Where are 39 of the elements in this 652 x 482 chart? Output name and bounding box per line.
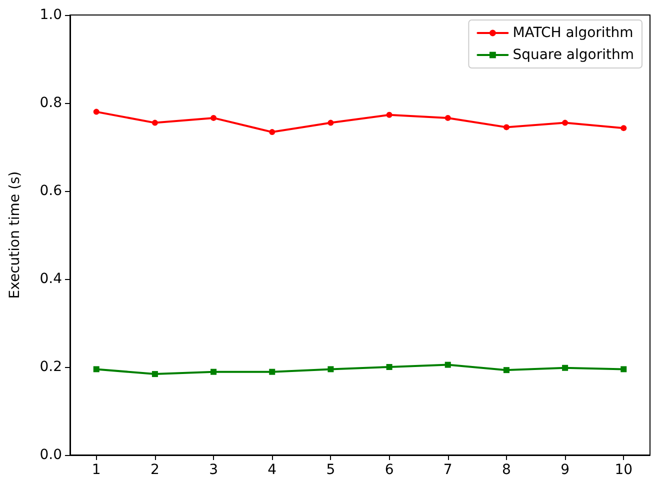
point [386,364,392,370]
point [620,366,627,372]
point [210,114,217,121]
x-tick-label: 1 [92,462,101,478]
point [152,120,158,126]
point [620,125,627,132]
point [269,368,276,375]
x-tick-label: 5 [326,462,336,478]
y-tick-label: 0.0 [40,447,62,463]
point [152,371,158,378]
x-tick-label: 2 [150,462,160,478]
y-tick-label: 0.2 [40,359,62,375]
point [328,120,334,126]
x-tick-label: 10 [614,462,633,478]
legend-label: MATCH algorithm [512,25,634,41]
point [503,124,510,130]
point [444,114,451,121]
legend-label: Square algorithm [512,47,634,63]
x-tick-label: 4 [268,462,277,478]
point [386,112,392,118]
x-tick-label: 6 [384,462,394,478]
x-tick-label: 9 [560,462,570,478]
x-tick-label: 8 [502,462,511,478]
x-tick-label: 3 [209,462,218,478]
y-tick-label: 1.0 [40,7,62,23]
point [269,129,276,136]
point [93,108,100,115]
y-tick-label: 0.6 [40,183,62,199]
y-axis-title: Execution time (s) [7,171,23,299]
point [444,362,451,368]
point [562,120,568,126]
point [210,368,217,375]
point [503,367,510,374]
point [93,366,100,372]
point [328,366,334,372]
point [562,364,568,371]
y-tick-label: 0.8 [40,95,62,111]
y-tick-label: 0.4 [40,271,62,287]
x-tick-label: 7 [443,462,452,478]
